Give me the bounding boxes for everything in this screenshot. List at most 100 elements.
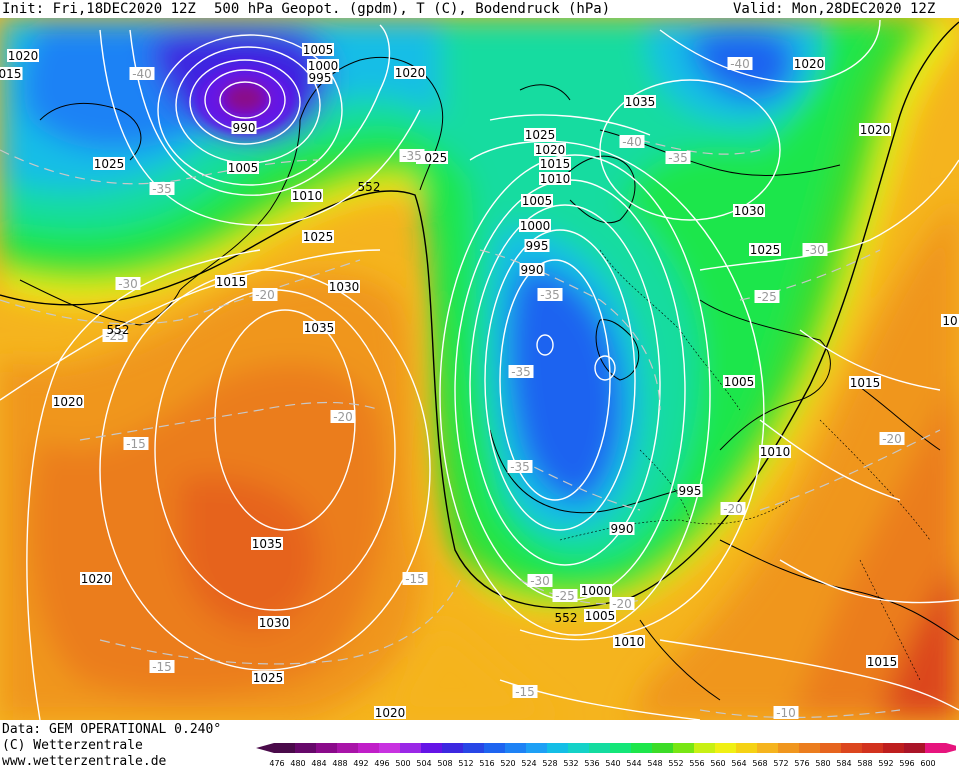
isobars bbox=[0, 19, 959, 720]
isobar-label-box bbox=[227, 161, 259, 174]
isobar-label-box bbox=[7, 49, 39, 62]
isobar-label: 1015 bbox=[866, 655, 898, 669]
isobar-label-text: 1015 bbox=[867, 655, 898, 669]
temperature-label-box bbox=[102, 329, 128, 342]
map-header: Init: Fri,18DEC2020 12Z 500 hPa Geopot. … bbox=[0, 0, 959, 18]
colorbar-tick-label: 584 bbox=[836, 759, 851, 768]
weather-map: 1020 015 1005 1000 995 1020 990 1005 1025 1025 101… bbox=[0, 18, 959, 720]
isobar-label: 1000 bbox=[580, 584, 612, 598]
isobar-label: 990 bbox=[609, 522, 635, 536]
isobar-label-text: 1025 bbox=[525, 128, 556, 142]
isobar-label-text: 1020 bbox=[53, 395, 84, 409]
temperature-label-box bbox=[552, 589, 578, 602]
isobar-label: 1020 bbox=[859, 123, 891, 137]
temperature-label-text: -25 bbox=[555, 589, 575, 603]
temperature-label-text: -35 bbox=[540, 288, 560, 302]
temperature-label: -10 bbox=[773, 706, 799, 720]
valid-time: Valid: Mon,28DEC2020 12Z bbox=[733, 1, 936, 17]
isobar-label-box bbox=[534, 143, 566, 156]
temperature-label-text: -20 bbox=[723, 502, 743, 516]
isobar-label-box bbox=[302, 43, 334, 56]
isobar-label-box bbox=[215, 275, 247, 288]
isobar-label: 1010 bbox=[539, 172, 571, 186]
temperature-label: -40 bbox=[727, 57, 753, 71]
colorbar-tick-label: 572 bbox=[773, 759, 788, 768]
isobar-label: 1015 bbox=[215, 275, 247, 289]
temperature-label-text: -15 bbox=[515, 685, 535, 699]
temperature-label-text: -30 bbox=[118, 277, 138, 291]
isobar-label: 995 bbox=[524, 239, 550, 253]
temperature-label-text: -20 bbox=[612, 597, 632, 611]
colorbar-swatch bbox=[694, 743, 715, 753]
isobar-label-text: 1020 bbox=[375, 706, 406, 720]
temperature-label-box bbox=[665, 151, 691, 164]
isobar-label-text: 990 bbox=[611, 522, 634, 536]
colorbar-tick-label: 520 bbox=[500, 759, 515, 768]
colorbar-tick-label: 488 bbox=[332, 759, 347, 768]
isobar-label: 1005 bbox=[302, 43, 334, 57]
temperature-label: -35 bbox=[537, 288, 563, 302]
colorbar-tick-label: 536 bbox=[584, 759, 599, 768]
colorbar-tick-label: 568 bbox=[752, 759, 767, 768]
isobar-label: 1025 bbox=[749, 243, 781, 257]
colorbar-swatch bbox=[862, 743, 883, 753]
isobar-label-text: 1000 bbox=[308, 59, 339, 73]
isobar-label-text: 1000 bbox=[520, 219, 551, 233]
init-time: Init: Fri,18DEC2020 12Z bbox=[2, 1, 196, 17]
isobar-label: 1035 bbox=[624, 95, 656, 109]
isobar-label: 1020 bbox=[534, 143, 566, 157]
isobar-label-box bbox=[723, 375, 755, 388]
colorbar-tick-label: 496 bbox=[374, 759, 389, 768]
colorbar-tick-label: 524 bbox=[521, 759, 536, 768]
isobar-label-box bbox=[749, 243, 781, 256]
colorbar-tick-label: 476 bbox=[269, 759, 284, 768]
isobar-label-text: 995 bbox=[526, 239, 549, 253]
temperature-label-box bbox=[754, 290, 780, 303]
isobar-label-text: 1005 bbox=[303, 43, 334, 57]
isobar-label: 1030 bbox=[733, 204, 765, 218]
isobar-label-box bbox=[584, 609, 616, 622]
colorbar-tick-label: 492 bbox=[353, 759, 368, 768]
temperature-label: -20 bbox=[879, 432, 905, 446]
isobar-label: 1015 bbox=[539, 157, 571, 171]
colorbar-tick-label: 544 bbox=[626, 759, 641, 768]
colorbar-swatch bbox=[274, 743, 295, 753]
isobar-label-text: 1010 bbox=[760, 445, 791, 459]
isobar-label-box bbox=[291, 189, 323, 202]
temperature-label: -40 bbox=[129, 67, 155, 81]
colorbar-tick-label: 528 bbox=[542, 759, 557, 768]
temperature-label-box bbox=[123, 437, 149, 450]
colorbar-swatch bbox=[547, 743, 568, 753]
colorbar-swatch bbox=[358, 743, 379, 753]
temperature-label-box bbox=[115, 277, 141, 290]
temperature-label-box bbox=[149, 660, 175, 673]
isobar-label-box bbox=[539, 157, 571, 170]
colorbar-tick-label: 556 bbox=[689, 759, 704, 768]
colorbar-tick-label: 580 bbox=[815, 759, 830, 768]
colorbar-left-arrow bbox=[256, 743, 274, 753]
colorbar-swatch bbox=[337, 743, 358, 753]
colorbar-tick-label: 576 bbox=[794, 759, 809, 768]
isobar-label-text: 1020 bbox=[395, 66, 426, 80]
colorbar-swatch bbox=[484, 743, 505, 753]
temperature-label-box bbox=[720, 502, 746, 515]
copyright: (C) Wetterzentrale bbox=[2, 738, 143, 753]
isobar-label-box bbox=[0, 67, 23, 80]
isobar-label: 1005 bbox=[723, 375, 755, 389]
isobar-label-box bbox=[307, 59, 339, 72]
temperature-label-box bbox=[399, 149, 425, 162]
isobar-label-box bbox=[252, 671, 284, 684]
isobar-label: 1000 bbox=[307, 59, 339, 73]
temperature-label-box bbox=[619, 135, 645, 148]
temperature-label: -20 bbox=[252, 288, 278, 302]
isobar-label: 1025 bbox=[524, 128, 556, 142]
isobar-label-box bbox=[859, 123, 891, 136]
isobar-label-box bbox=[941, 314, 959, 327]
temperature-label-text: -35 bbox=[402, 149, 422, 163]
isobar-label-text: 1010 bbox=[292, 189, 323, 203]
temperature-label: -15 bbox=[512, 685, 538, 699]
isobar-label-box bbox=[519, 263, 545, 276]
isobar-label-text: 1025 bbox=[94, 157, 125, 171]
